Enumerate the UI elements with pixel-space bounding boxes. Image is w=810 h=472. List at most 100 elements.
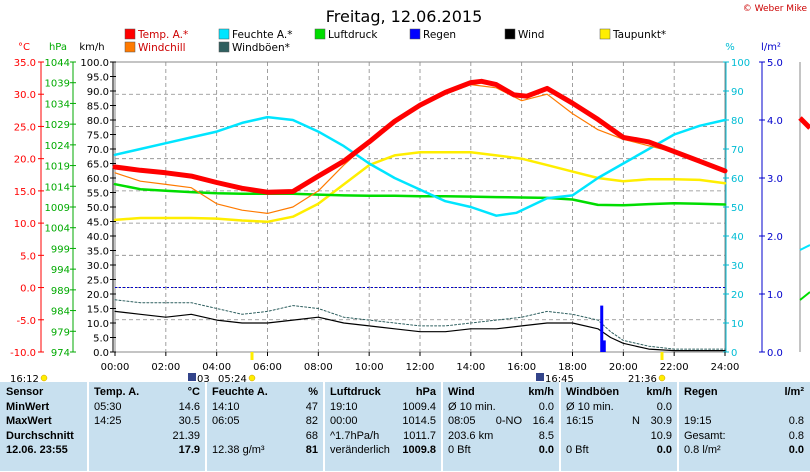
- table-cell: 12.06. 23:55: [6, 443, 68, 458]
- column-separator: [441, 382, 443, 471]
- wind-axis-label: 10.0: [87, 319, 109, 330]
- table-cell: Luftdruck: [330, 385, 381, 400]
- pressure-axis-label: 1004: [45, 224, 70, 235]
- table-cell: km/h: [528, 385, 554, 400]
- table-cell: Wind: [448, 385, 475, 400]
- sunset-icon-label: 16:45: [545, 374, 574, 382]
- pressure-axis-label: 999: [51, 244, 70, 255]
- table-cell: Ø 10 min.: [566, 400, 614, 415]
- column-separator: [677, 382, 679, 471]
- table-row: Sensor: [0, 385, 88, 400]
- rain-axis-label: 4.0: [767, 116, 783, 127]
- temp-axis-label: 25.0: [14, 122, 36, 133]
- table-cell: hPa: [416, 385, 436, 400]
- time-label: 16:00: [507, 362, 536, 373]
- wind-axis-label: 60.0: [87, 174, 109, 185]
- temp-axis-label: 30.0: [14, 90, 36, 101]
- wind-axis-label: 30.0: [87, 261, 109, 272]
- table-cell: l/m²: [784, 385, 804, 400]
- pressure-axis-label: 974: [51, 348, 70, 359]
- table-row: Temp. A.°C: [88, 385, 206, 400]
- table-cell: 0.0: [789, 443, 804, 458]
- table-cell: MinWert: [6, 400, 49, 415]
- table-cell: 30.9: [651, 414, 672, 429]
- legend-label: Taupunkt*: [612, 29, 666, 41]
- legend-swatch: [219, 29, 229, 39]
- table-cell: 16:15: [566, 414, 594, 429]
- wind-axis-label: 50.0: [87, 203, 109, 214]
- time-label: 00:00: [101, 362, 130, 373]
- table-cell: km/h: [646, 385, 672, 400]
- temp-axis-label: 35.0: [14, 58, 36, 69]
- time-label: 10:00: [355, 362, 384, 373]
- table-cell: °C: [188, 385, 200, 400]
- table-cell: 14:10: [212, 400, 240, 415]
- table-cell: 10.9: [651, 429, 672, 444]
- stub-pressure-line: [800, 292, 810, 300]
- table-cell: 00:00: [330, 414, 358, 429]
- legend-label: Wind: [518, 29, 544, 41]
- legend-swatch: [125, 42, 135, 52]
- legend-label: Windböen*: [232, 42, 290, 54]
- table-row: Wind km/h: [442, 385, 560, 400]
- table-cell: 06:05: [212, 414, 240, 429]
- time-label: 12:00: [406, 362, 435, 373]
- moon-phase-icon: [188, 373, 196, 381]
- table-cell: ^1.7hPa/h: [330, 429, 379, 444]
- table-row: [678, 400, 810, 415]
- table-cell: 1011.7: [403, 429, 436, 444]
- humidity-axis-label: 70: [731, 145, 744, 156]
- humidity-axis-label: 90: [731, 87, 744, 98]
- table-cell: 21.39: [172, 429, 200, 444]
- stub-humidity-line: [800, 245, 810, 250]
- table-row: [206, 458, 324, 472]
- next-day-stub: [800, 62, 810, 352]
- legend-swatch: [505, 29, 515, 39]
- table-row: [88, 458, 206, 472]
- table-cell: 0.0: [539, 400, 554, 415]
- legend-label: Windchill: [138, 42, 186, 54]
- humidity-axis-label: 30: [731, 261, 744, 272]
- column-separator: [205, 382, 207, 471]
- pressure-axis-label: 1039: [45, 79, 70, 90]
- table-row: 21.39: [88, 429, 206, 444]
- table-cell: 05:30: [94, 400, 122, 415]
- table-cell: 203.6 km: [448, 429, 493, 444]
- sunrise-time: 05:24: [218, 374, 247, 382]
- table-cell: MaxWert: [6, 414, 52, 429]
- table-cell: 1014.5: [402, 414, 436, 429]
- table-cell: 12.38 g/m³: [212, 443, 265, 458]
- wind-axis-label: 75.0: [87, 131, 109, 142]
- table-cell: 0.0: [657, 443, 672, 458]
- chart-title: Freitag, 12.06.2015: [326, 7, 483, 26]
- sunset-icon: [659, 375, 665, 381]
- table-cell: 68: [306, 429, 318, 444]
- table-cell: veränderlich: [330, 443, 390, 458]
- table-row: ^1.7hPa/h 1011.7: [324, 429, 442, 444]
- table-cell: 47: [306, 400, 318, 415]
- temp-axis-label: 10.0: [14, 219, 36, 230]
- legend-label: Feuchte A.*: [232, 29, 293, 41]
- table-cell: Feuchte A.: [212, 385, 268, 400]
- wind-axis-label: 95.0: [87, 73, 109, 84]
- pressure-axis-label: 979: [51, 327, 70, 338]
- table-cell: 0 Bft: [448, 443, 471, 458]
- table-cell: 1009.8: [402, 443, 436, 458]
- pressure-axis-label: 994: [51, 265, 70, 276]
- wind-axis-label: 100.0: [80, 58, 109, 69]
- legend-swatch: [315, 29, 325, 39]
- pressure-axis-label: 1029: [45, 120, 70, 131]
- time-label: 08:00: [304, 362, 333, 373]
- time-label: 02:00: [151, 362, 180, 373]
